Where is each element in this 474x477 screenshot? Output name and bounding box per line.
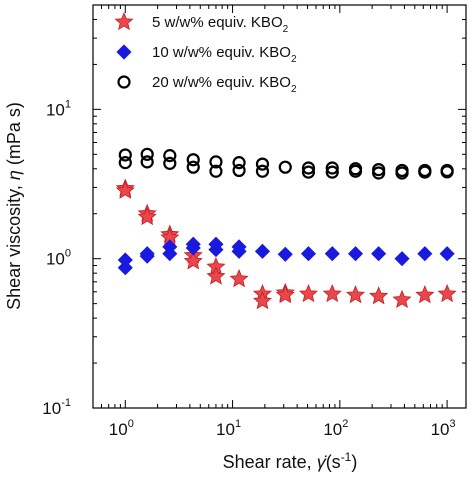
y-axis-title-symbol: η bbox=[4, 170, 24, 180]
data-point bbox=[395, 166, 409, 180]
x-axis-title-paren-open: (s bbox=[326, 452, 341, 472]
data-point bbox=[369, 286, 389, 305]
data-point bbox=[439, 246, 455, 262]
x-tick-label: 102 bbox=[323, 418, 348, 439]
data-point bbox=[140, 147, 154, 161]
x-tick-label: 100 bbox=[109, 418, 134, 439]
y-tick-label: 100 bbox=[46, 248, 71, 269]
data-point bbox=[163, 149, 177, 163]
data-point bbox=[206, 266, 226, 285]
data-point bbox=[209, 164, 223, 178]
data-point bbox=[325, 165, 339, 179]
data-point bbox=[117, 260, 133, 276]
legend: 5 w/w% equiv. KBO2 10 w/w% equiv. KBO2 20 … bbox=[114, 11, 297, 95]
data-point bbox=[394, 251, 410, 267]
legend-marker bbox=[114, 11, 134, 31]
data-point bbox=[252, 291, 273, 310]
data-point bbox=[186, 153, 200, 167]
data-point bbox=[185, 240, 201, 256]
series-3 bbox=[118, 147, 454, 180]
data-point bbox=[186, 160, 200, 174]
x-axis-title-exp: -1 bbox=[341, 450, 352, 464]
data-point bbox=[325, 161, 339, 175]
data-marks bbox=[115, 147, 457, 310]
data-point bbox=[348, 164, 363, 178]
data-point bbox=[372, 166, 386, 180]
y-tick-label: 101 bbox=[46, 98, 71, 119]
legend-entry: 5 w/w% equiv. KBO2 bbox=[114, 11, 289, 35]
series-1 bbox=[115, 178, 457, 310]
y-axis-title-main: Shear viscosity, bbox=[4, 180, 24, 310]
data-point bbox=[209, 155, 223, 169]
data-point bbox=[118, 156, 132, 170]
plot-frame bbox=[92, 4, 467, 409]
data-point bbox=[300, 246, 317, 262]
legend-marker bbox=[116, 44, 132, 60]
x-axis-title: Shear rate, γ̇(s-1) bbox=[223, 450, 358, 472]
data-point bbox=[163, 156, 177, 170]
axis-ticks: 100 101 102 103 10-1 100 101 bbox=[42, 4, 466, 439]
legend-marker bbox=[117, 75, 131, 89]
data-point bbox=[232, 156, 246, 170]
data-point bbox=[115, 180, 135, 199]
series-2 bbox=[117, 236, 455, 276]
x-axis-title-paren-close: ) bbox=[351, 452, 357, 472]
data-point bbox=[231, 243, 247, 259]
x-tick-label: 101 bbox=[216, 418, 241, 439]
data-point bbox=[301, 165, 316, 179]
data-point bbox=[417, 246, 433, 262]
y-axis-title: Shear viscosity, η (mPa s) bbox=[4, 102, 24, 310]
data-point bbox=[301, 161, 316, 175]
data-point bbox=[118, 148, 132, 162]
x-axis-title-symbol: γ̇ bbox=[317, 452, 327, 472]
data-point bbox=[137, 207, 157, 226]
legend-entry: 10 w/w% equiv. KBO2 bbox=[116, 44, 297, 65]
data-point bbox=[371, 246, 387, 262]
legend-label: 5 w/w% equiv. KBO2 bbox=[152, 14, 289, 35]
data-point bbox=[392, 289, 412, 308]
data-point bbox=[278, 160, 292, 174]
y-tick-label: 10-1 bbox=[42, 397, 71, 418]
data-point bbox=[139, 248, 155, 264]
data-point bbox=[415, 285, 435, 304]
data-point bbox=[183, 251, 203, 270]
data-point bbox=[345, 285, 366, 304]
data-point bbox=[418, 165, 432, 179]
data-point bbox=[208, 242, 224, 258]
data-point bbox=[162, 246, 178, 262]
data-point bbox=[140, 155, 154, 169]
data-point bbox=[254, 243, 271, 259]
data-point bbox=[347, 246, 364, 262]
data-point bbox=[298, 283, 319, 303]
x-tick-label: 103 bbox=[431, 418, 456, 439]
legend-entry: 20 w/w% equiv. KBO2 bbox=[117, 74, 297, 95]
data-point bbox=[255, 164, 270, 178]
data-point bbox=[277, 246, 293, 262]
data-point bbox=[229, 269, 249, 288]
data-point bbox=[322, 283, 342, 303]
legend-label: 20 w/w% equiv. KBO2 bbox=[152, 74, 297, 95]
data-point bbox=[437, 283, 457, 303]
data-point bbox=[440, 165, 454, 179]
legend-label: 10 w/w% equiv. KBO2 bbox=[152, 44, 297, 65]
data-point bbox=[324, 246, 340, 262]
data-point bbox=[255, 157, 270, 171]
data-point bbox=[232, 163, 246, 178]
y-axis-title-unit: (mPa s) bbox=[4, 102, 24, 170]
x-axis-title-main: Shear rate, bbox=[223, 452, 317, 472]
data-point bbox=[275, 285, 295, 304]
